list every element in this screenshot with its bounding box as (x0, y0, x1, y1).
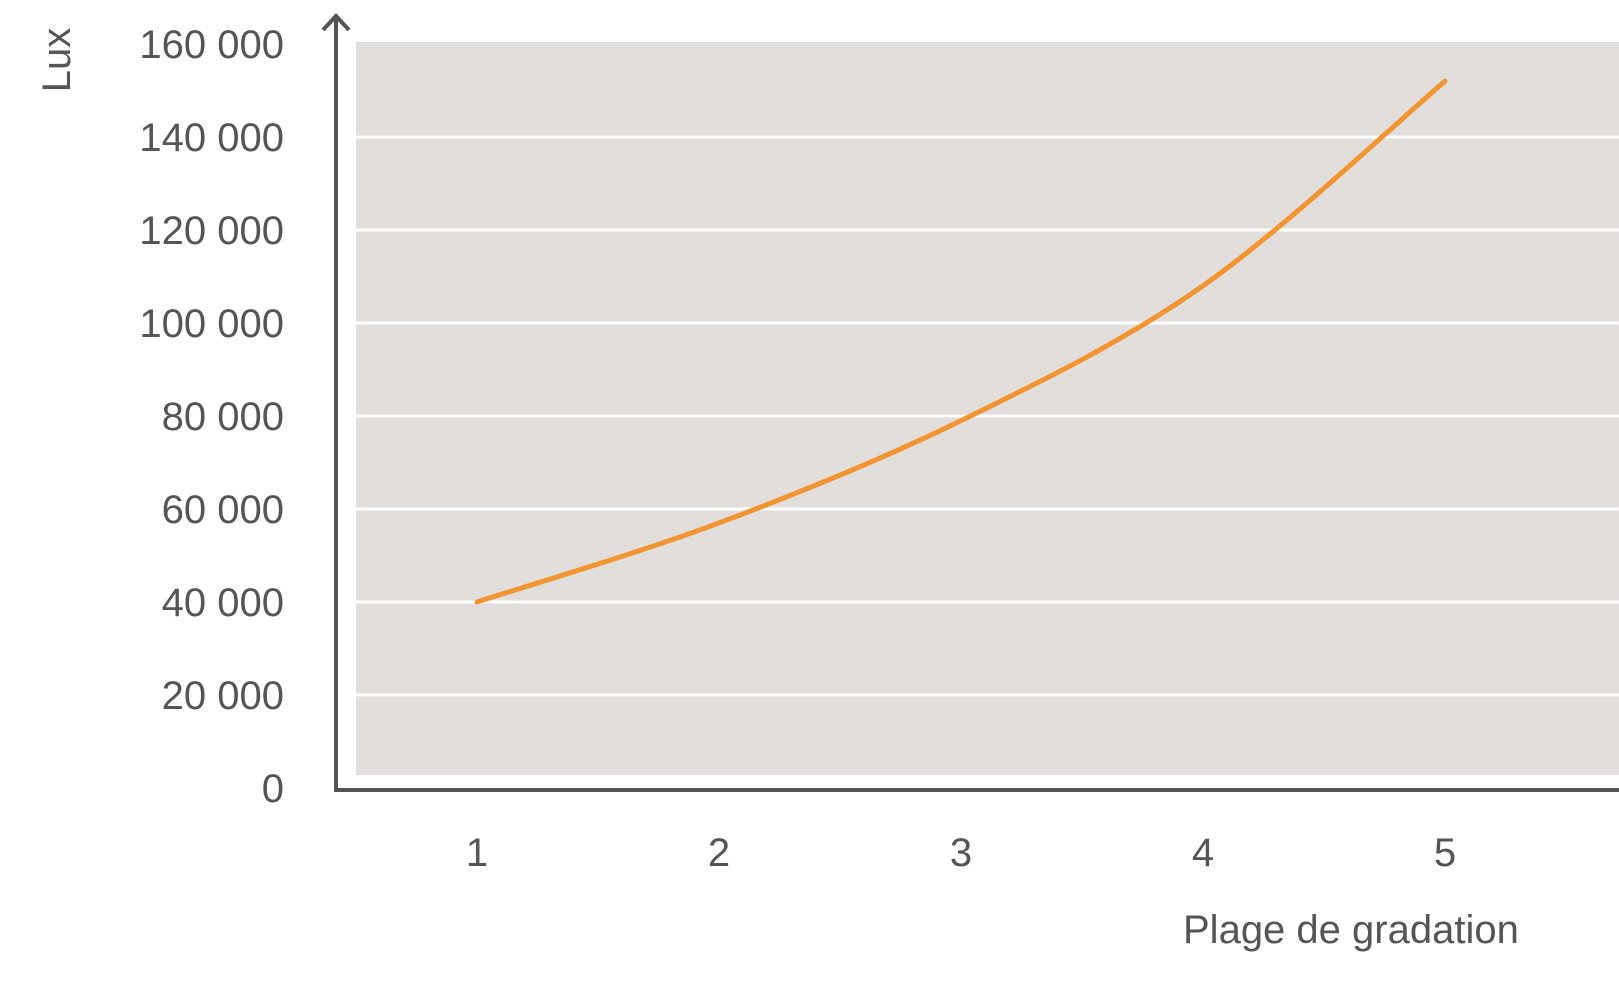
y-tick-labels: 0 20 000 40 000 60 000 80 000 100 000 120 000 1… (139, 23, 284, 811)
y-axis-title: Lux (35, 28, 79, 93)
x-tick-label: 4 (1192, 831, 1214, 875)
y-tick-label: 140 000 (139, 116, 284, 160)
y-tick-label: 40 000 (162, 581, 284, 625)
x-tick-label: 1 (466, 831, 488, 875)
y-tick-label: 160 000 (139, 23, 284, 67)
x-tick-label: 3 (950, 831, 972, 875)
y-tick-label: 100 000 (139, 302, 284, 346)
y-tick-label: 120 000 (139, 209, 284, 253)
gridlines (356, 135, 1619, 697)
series-layer (474, 78, 1448, 605)
x-tick-label: 2 (708, 831, 730, 875)
y-tick-label: 0 (262, 767, 284, 811)
x-tick-label: 5 (1434, 831, 1456, 875)
y-axis-arrow-icon (321, 13, 351, 32)
y-tick-label: 20 000 (162, 674, 284, 718)
series-line (474, 78, 1448, 605)
x-tick-labels: 1 2 3 4 5 (466, 831, 1456, 875)
x-axis-title: Plage de gradation (1183, 908, 1519, 952)
y-tick-label: 60 000 (162, 488, 284, 532)
y-tick-label: 80 000 (162, 395, 284, 439)
axes (321, 13, 1619, 792)
